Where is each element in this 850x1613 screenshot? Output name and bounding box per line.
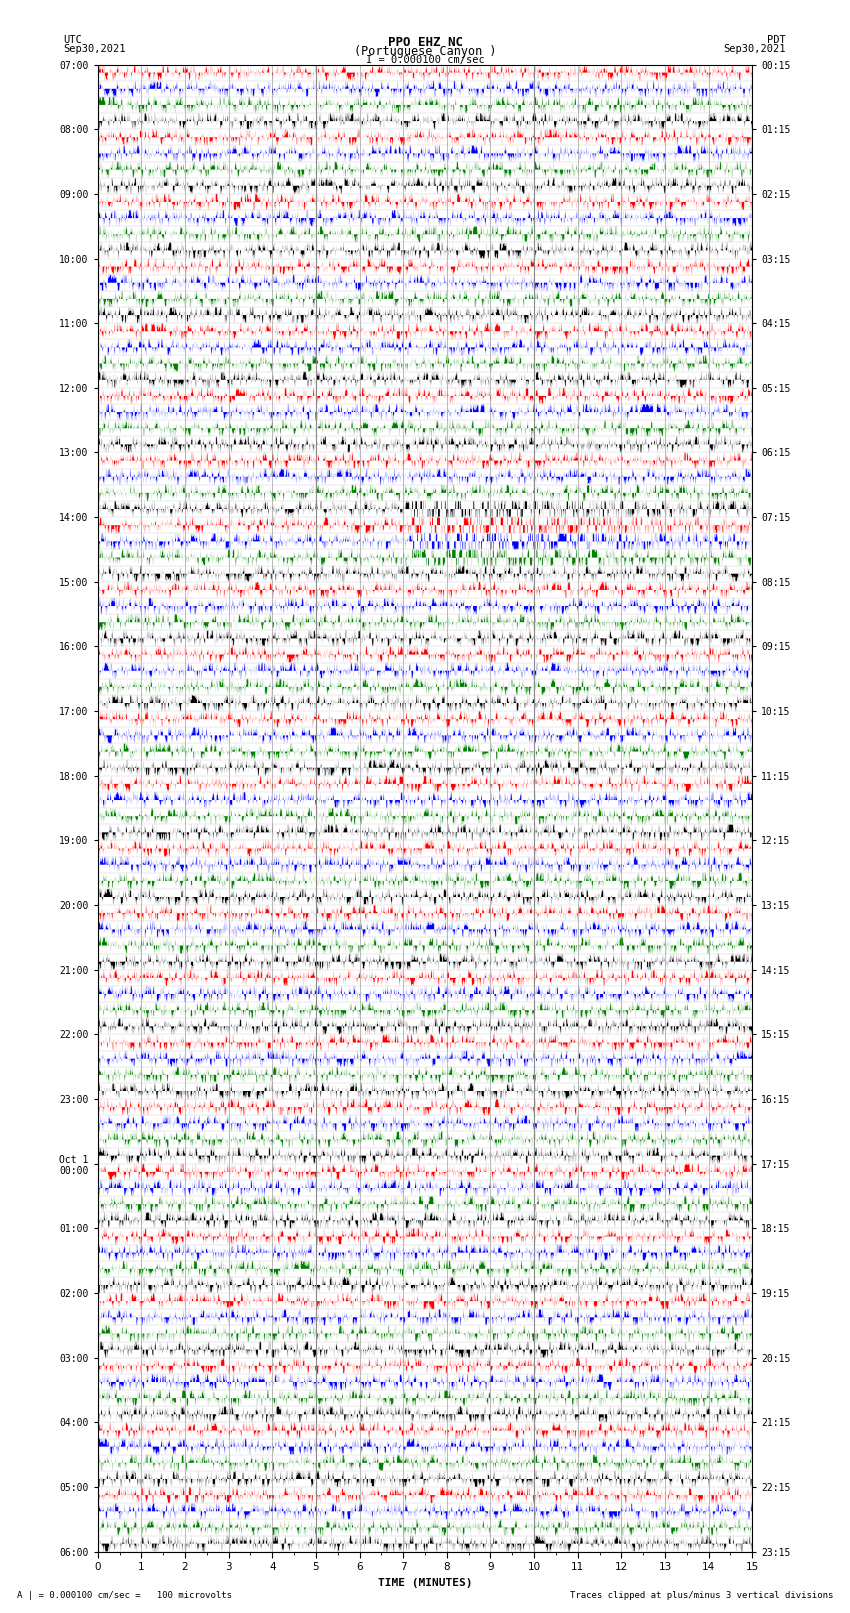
Text: A | = 0.000100 cm/sec =   100 microvolts: A | = 0.000100 cm/sec = 100 microvolts xyxy=(17,1590,232,1600)
X-axis label: TIME (MINUTES): TIME (MINUTES) xyxy=(377,1578,473,1587)
Text: PDT: PDT xyxy=(768,35,786,45)
Text: Sep30,2021: Sep30,2021 xyxy=(723,44,786,53)
Text: Sep30,2021: Sep30,2021 xyxy=(64,44,127,53)
Text: PPO EHZ NC: PPO EHZ NC xyxy=(388,37,462,50)
Text: I = 0.000100 cm/sec: I = 0.000100 cm/sec xyxy=(366,55,484,65)
Text: UTC: UTC xyxy=(64,35,82,45)
Text: (Portuguese Canyon ): (Portuguese Canyon ) xyxy=(354,45,496,58)
Text: Traces clipped at plus/minus 3 vertical divisions: Traces clipped at plus/minus 3 vertical … xyxy=(570,1590,833,1600)
